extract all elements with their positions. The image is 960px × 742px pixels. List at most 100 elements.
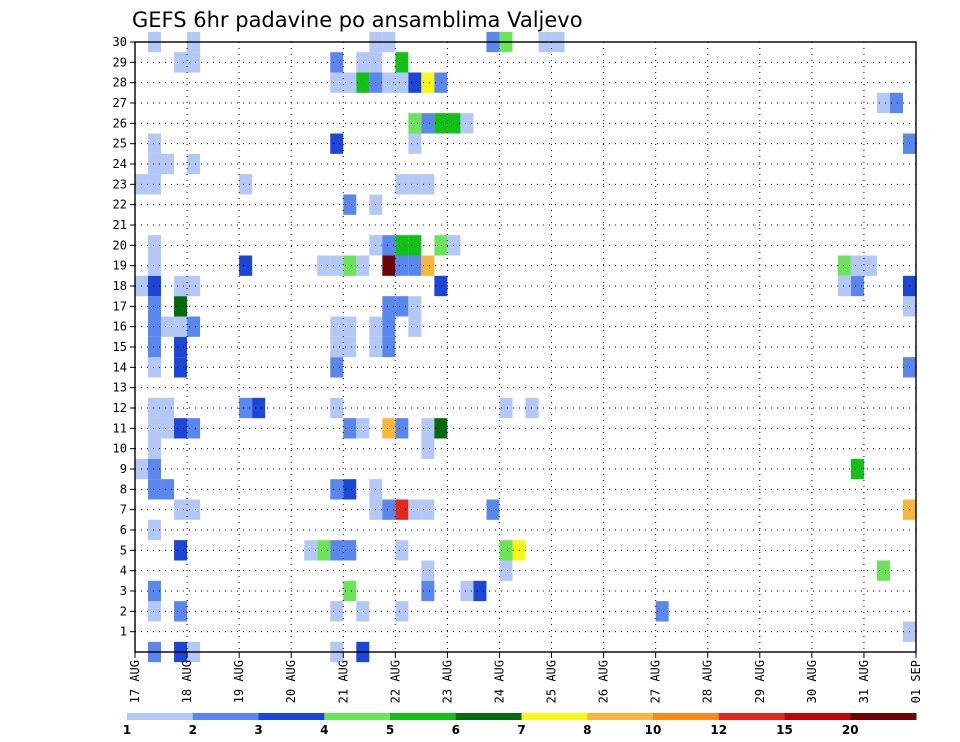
- heatmap-cell: [343, 316, 357, 337]
- heatmap-cell: [421, 255, 435, 276]
- heatmap-cell: [343, 479, 357, 500]
- x-tick-label: 21 AUG: [336, 660, 350, 703]
- heatmap-cell: [434, 418, 448, 439]
- heatmap-cell: [161, 397, 175, 419]
- y-tick-label: 25: [113, 137, 127, 151]
- heatmap-cell: [148, 519, 162, 541]
- heatmap-cell: [239, 255, 253, 276]
- heatmap-cell: [382, 418, 396, 439]
- x-tick-label: 26 AUG: [597, 660, 611, 703]
- heatmap-cell: [434, 72, 448, 93]
- heatmap-cell: [395, 235, 409, 256]
- y-tick-label: 3: [120, 584, 127, 598]
- y-tick-label: 22: [113, 198, 127, 212]
- heatmap-cell: [148, 153, 162, 175]
- y-tick-label: 27: [113, 96, 127, 110]
- heatmap-cell: [343, 194, 357, 215]
- y-tick-label: 29: [113, 55, 127, 69]
- x-axis: 17 AUG 18 AUG 19 AUG 20 AUG 21 AUG 22 AUG 23 A…: [128, 652, 923, 703]
- x-tick-label: 31 AUG: [857, 660, 871, 703]
- heatmap-cell: [343, 540, 357, 561]
- heatmap-cell: [408, 296, 422, 317]
- heatmap-cell: [148, 458, 162, 480]
- heatmap-cell: [330, 336, 344, 358]
- heatmap-cell: [330, 316, 344, 337]
- heatmap-cell: [239, 397, 253, 419]
- heatmap-cell: [330, 255, 344, 276]
- heatmap-cell: [408, 133, 422, 154]
- colorbar-swatch: [587, 713, 654, 720]
- colorbar-swatch: [390, 713, 457, 720]
- heatmap-cell: [330, 540, 344, 561]
- heatmap-cell: [174, 52, 188, 73]
- heatmap-cell: [343, 336, 357, 358]
- colorbar-swatch: [850, 713, 917, 720]
- colorbar-label: 3: [254, 723, 262, 737]
- y-tick-label: 10: [113, 442, 127, 456]
- colorbar-label: 20: [842, 723, 859, 737]
- y-tick-label: 12: [113, 401, 127, 415]
- heatmap-cell: [408, 174, 422, 195]
- heatmap-cell: [187, 275, 201, 297]
- heatmap-cell: [395, 255, 409, 276]
- x-tick-label: 20 AUG: [284, 660, 298, 703]
- colorbar-label: 7: [517, 723, 525, 737]
- y-tick-label: 20: [113, 238, 127, 252]
- heatmap-cell: [148, 275, 162, 297]
- colorbar-swatch: [521, 713, 588, 720]
- heatmap-cell: [343, 580, 357, 602]
- heatmap-cell: [460, 580, 474, 602]
- heatmap-cell: [356, 418, 370, 439]
- heatmap-cell: [395, 601, 409, 622]
- heatmap-cell: [148, 133, 162, 154]
- colorbar-label: 8: [583, 723, 591, 737]
- y-tick-label: 6: [120, 523, 127, 537]
- heatmap-cell: [421, 418, 435, 439]
- y-tick-label: 26: [113, 116, 127, 130]
- colorbar-swatch: [718, 713, 785, 720]
- heatmap-cell: [421, 560, 435, 581]
- heatmap-cell: [148, 601, 162, 622]
- colorbar-swatch: [324, 713, 391, 720]
- colorbar-swatch: [653, 713, 720, 720]
- heatmap-cell: [850, 255, 864, 276]
- y-tick-label: 11: [113, 421, 127, 435]
- heatmap-cell: [148, 296, 162, 317]
- y-tick-label: 8: [120, 482, 127, 496]
- colorbar-label: 2: [189, 723, 197, 737]
- heatmap-cell: [850, 458, 864, 480]
- heatmap-cell: [174, 336, 188, 358]
- colorbar-label: 10: [645, 723, 662, 737]
- heatmap-cell: [174, 601, 188, 622]
- heatmap-cell: [421, 499, 435, 520]
- heatmap-cell: [408, 255, 422, 276]
- x-tick-label: 17 AUG: [128, 660, 142, 703]
- colorbar-swatch: [192, 713, 259, 720]
- x-tick-label: 23 AUG: [440, 660, 454, 703]
- heatmap-cell: [395, 499, 409, 520]
- heatmap-cell: [655, 601, 669, 622]
- heatmap-cell: [356, 52, 370, 73]
- heatmap-cell: [837, 275, 851, 297]
- heatmap-cell: [148, 174, 162, 195]
- heatmap-cell: [850, 275, 864, 297]
- heatmap-cell: [408, 113, 422, 134]
- heatmap-cell: [408, 316, 422, 337]
- heatmap-cell: [382, 336, 396, 358]
- heatmap-cell: [421, 113, 435, 134]
- heatmap-cell: [174, 275, 188, 297]
- heatmap-cell: [512, 540, 526, 561]
- heatmap-cell: [174, 418, 188, 439]
- y-axis: 1234567891011121314151617181920212223242…: [113, 35, 135, 639]
- y-tick-label: 30: [113, 35, 127, 49]
- heatmap-cell: [148, 336, 162, 358]
- heatmap-cell: [187, 418, 201, 439]
- colorbar-label: 15: [776, 723, 793, 737]
- y-tick-label: 23: [113, 177, 127, 191]
- heatmap-cell: [148, 479, 162, 500]
- x-tick-label: 19 AUG: [232, 660, 246, 703]
- colorbar-label: 5: [386, 723, 394, 737]
- y-tick-label: 24: [113, 157, 127, 171]
- y-tick-label: 17: [113, 299, 127, 313]
